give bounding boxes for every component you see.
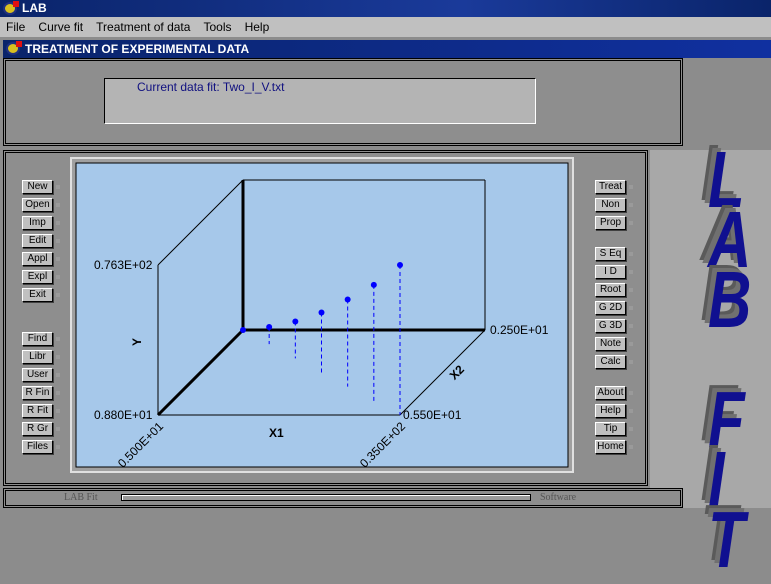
left-button-open[interactable]: Open: [22, 198, 60, 212]
current-fit-box: Current data fit: Two_I_V.txt: [104, 78, 536, 124]
left-button-r-fin[interactable]: R Fin: [22, 386, 60, 400]
right-button-s-eq[interactable]: S Eq: [595, 247, 633, 261]
right-button-about[interactable]: About: [595, 386, 633, 400]
right-button-help[interactable]: Help: [595, 404, 633, 418]
left-button-imp[interactable]: Imp: [22, 216, 60, 230]
left-button-r-gr[interactable]: R Gr: [22, 422, 60, 436]
left-button-libr[interactable]: Libr: [22, 350, 60, 364]
data-point: [240, 327, 246, 333]
status-bar: LAB Fit Software: [3, 488, 683, 508]
menu-tools[interactable]: Tools: [203, 20, 232, 34]
left-button-r-fit[interactable]: R Fit: [22, 404, 60, 418]
right-button-i-d[interactable]: I D: [595, 265, 633, 279]
left-button-appl[interactable]: Appl: [22, 252, 60, 266]
progress-bar: [121, 494, 531, 501]
y-max-label: 0.763E+02: [94, 258, 153, 272]
app-icon: [3, 1, 19, 15]
x2-max-label: 0.550E+01: [403, 408, 462, 422]
data-point: [397, 262, 403, 268]
x2-min-label: 0.250E+01: [490, 323, 549, 337]
subwindow-title-bar: TREATMENT OF EXPERIMENTAL DATA: [3, 40, 771, 58]
right-button-treat[interactable]: Treat: [595, 180, 633, 194]
data-point: [266, 324, 273, 331]
right-button-non[interactable]: Non: [595, 198, 633, 212]
right-button-g-3d[interactable]: G 3D: [595, 319, 633, 333]
box-edge-top-left: [157, 179, 244, 266]
x1-axis-title: X1: [269, 426, 284, 440]
left-button-exit[interactable]: Exit: [22, 288, 60, 302]
menu-file[interactable]: File: [6, 20, 26, 34]
right-button-home[interactable]: Home: [595, 440, 633, 454]
left-button-edit[interactable]: Edit: [22, 234, 60, 248]
data-point: [292, 318, 299, 325]
right-button-prop[interactable]: Prop: [595, 216, 633, 230]
left-button-user[interactable]: User: [22, 368, 60, 382]
menu-help[interactable]: Help: [244, 20, 270, 34]
right-button-note[interactable]: Note: [595, 337, 633, 351]
window-title-bar: LAB: [0, 0, 771, 17]
right-button-g-2d[interactable]: G 2D: [595, 301, 633, 315]
window-title: LAB: [22, 1, 47, 15]
left-button-new[interactable]: New: [22, 180, 60, 194]
y-min-label: 0.880E+01: [94, 408, 153, 422]
current-fit-text: Current data fit: Two_I_V.txt: [137, 80, 285, 94]
menu-curve-fit[interactable]: Curve fit: [38, 20, 84, 34]
box-edge-floor-right: [399, 329, 486, 416]
data-point: [318, 309, 325, 316]
status-right-label: Software: [540, 492, 577, 503]
subwindow-icon: [6, 41, 22, 55]
left-button-expl[interactable]: Expl: [22, 270, 60, 284]
y-axis-title: Y: [130, 338, 144, 346]
menu-bar: File Curve fit Treatment of data Tools H…: [0, 17, 771, 37]
menu-treatment-of-data[interactable]: Treatment of data: [96, 20, 191, 34]
left-button-files[interactable]: Files: [22, 440, 60, 454]
axis-floor-x2: [156, 328, 245, 417]
right-button-calc[interactable]: Calc: [595, 355, 633, 369]
left-button-find[interactable]: Find: [22, 332, 60, 346]
plot-frame: 0.763E+02 0.880E+01 0.250E+01 0.550E+01 0.50…: [70, 157, 574, 473]
data-point: [370, 281, 377, 288]
right-button-root[interactable]: Root: [595, 283, 633, 297]
subwindow-title: TREATMENT OF EXPERIMENTAL DATA: [25, 42, 250, 56]
plot-3d: 0.763E+020.880E+010.250E+010.550E+010.50…: [75, 162, 569, 470]
status-left-label: LAB Fit: [64, 492, 98, 503]
data-point: [344, 296, 351, 303]
right-button-tip[interactable]: Tip: [595, 422, 633, 436]
